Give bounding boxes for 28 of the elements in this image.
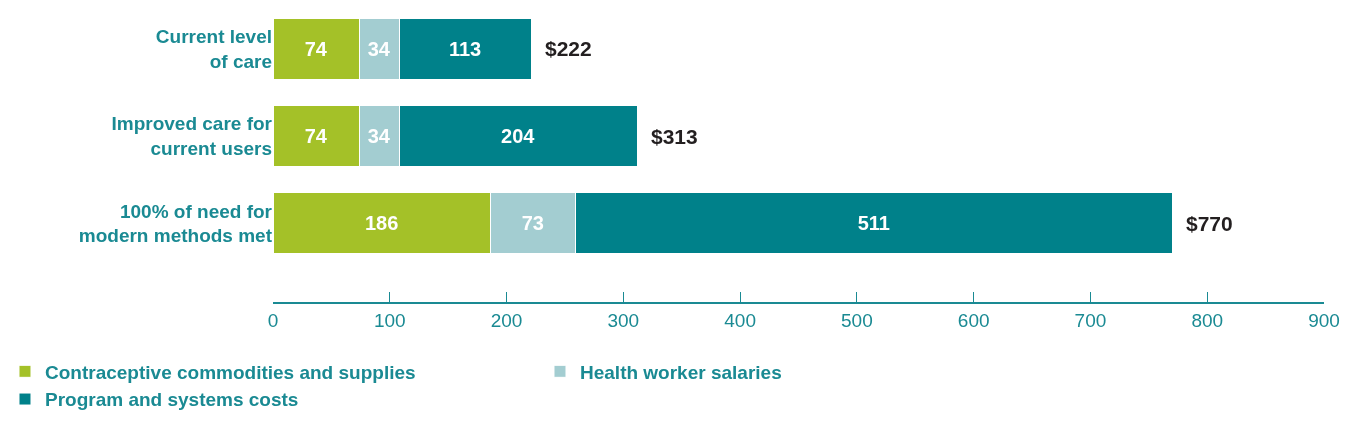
data-label: 186 <box>364 212 399 235</box>
y-tick-label: 100% of need for modern methods met <box>78 200 273 247</box>
data-label: 74 <box>304 37 328 60</box>
data-label: 204 <box>501 125 536 148</box>
data-label: 511 <box>857 212 890 235</box>
legend-label: Health worker salaries <box>579 361 782 383</box>
x-tick-label: 100 <box>373 309 406 331</box>
x-tick-label: 700 <box>1074 309 1107 331</box>
x-tick-label: 500 <box>841 309 873 331</box>
x-tick-label: 800 <box>1191 309 1224 331</box>
total-label: $222 <box>545 37 592 60</box>
data-label: 73 <box>521 212 544 235</box>
total-label: $313 <box>651 125 698 148</box>
x-tick-label: 400 <box>724 309 756 331</box>
data-label: 113 <box>448 37 482 60</box>
y-tick-label: Current level of care <box>155 25 272 72</box>
data-label: 34 <box>367 37 391 60</box>
total-label: $770 <box>1186 212 1233 235</box>
legend-label: Contraceptive commodities and supplies <box>44 361 416 383</box>
y-tick-label: Improved care for current users <box>111 113 273 160</box>
data-label: 74 <box>304 125 328 148</box>
x-tick-label: 600 <box>957 309 990 331</box>
data-label: 34 <box>367 125 391 148</box>
legend-label: Program and systems costs <box>44 389 299 411</box>
x-tick-label: 900 <box>1308 309 1340 331</box>
x-tick-label: 0 <box>267 309 279 331</box>
x-tick-label: 300 <box>607 309 640 331</box>
x-tick-label: 200 <box>490 309 523 331</box>
